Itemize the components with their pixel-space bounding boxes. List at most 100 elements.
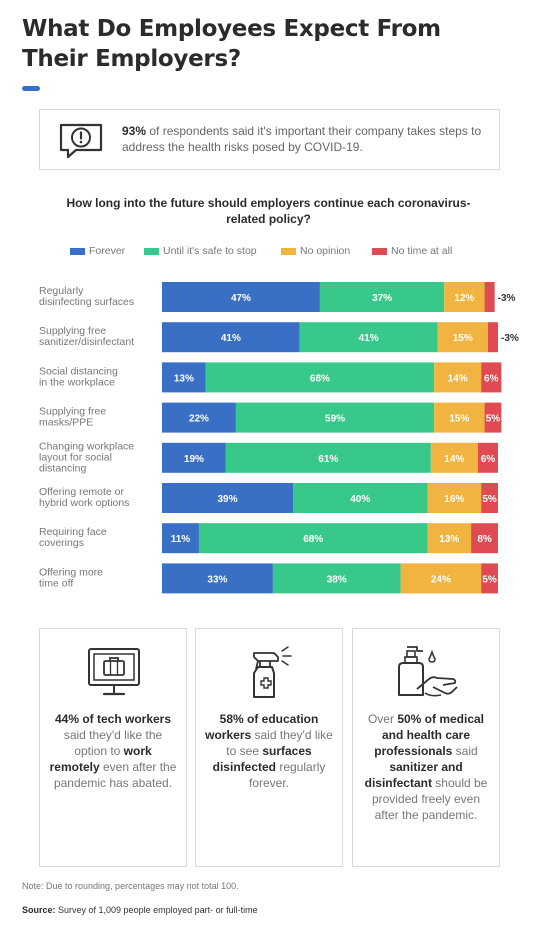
callout-body: of respondents said it's important their… <box>122 124 482 154</box>
bar-row: Supplying free masks/PPE 22% 59% 15% 5% <box>39 402 502 433</box>
bar-segment <box>205 362 435 393</box>
card-text-segment: even after the pandemic has abated. <box>53 760 177 790</box>
category-label: Offering more time off <box>39 566 103 589</box>
card-text-emphasis: 50% of medical and health care professio… <box>374 712 485 758</box>
bar-segment <box>481 563 498 594</box>
category-label-line: hybrid work options <box>39 497 129 509</box>
bar-row: Regularly disinfecting surfaces 47% 37% 12% -… <box>39 282 516 312</box>
category-label-line: Offering more <box>39 566 103 578</box>
chart-title: How long into the future should employer… <box>66 196 471 226</box>
data-label: 8% <box>477 534 492 545</box>
bar-segment <box>299 322 438 353</box>
legend-swatch-forever <box>70 247 85 255</box>
card-text-emphasis: 58% of education workers <box>205 712 319 742</box>
card-text-segment: said they'd like the option to <box>63 728 163 758</box>
bar-row: Offering remote or hybrid work options 39%… <box>39 483 498 513</box>
laptop-briefcase-icon <box>88 648 140 696</box>
bar-segment <box>162 282 320 312</box>
legend-label-no-time: No time at all <box>391 245 453 257</box>
data-label: 13% <box>439 534 459 545</box>
data-label: 5% <box>486 414 501 425</box>
data-label: 37% <box>372 293 392 304</box>
category-label-line: masks/PPE <box>39 417 93 429</box>
source-label: Source: <box>22 905 56 915</box>
spray-bottle-icon <box>253 646 292 698</box>
bar-segment <box>162 442 226 473</box>
source-line: Source: Survey of 1,009 people employed … <box>22 905 258 915</box>
legend-label-until-safe: Until it's safe to stop <box>163 245 257 257</box>
title-accent-bar <box>22 86 40 91</box>
legend-item-no-time: No time at all <box>372 245 452 257</box>
data-label: 6% <box>484 373 499 384</box>
chart-legend: Forever Until it's safe to stop No opini… <box>70 245 490 259</box>
category-label: Supplying free sanitizer/disinfectant <box>39 325 134 348</box>
bar-segment <box>162 523 199 554</box>
data-label: 5% <box>482 574 497 585</box>
bar-segment <box>235 402 435 433</box>
card-text: Over 50% of medical and health care prof… <box>361 711 491 823</box>
stat-card-tech-workers: 44% of tech workers said they'd like the… <box>39 628 187 867</box>
bar-segment <box>162 483 294 513</box>
data-label: 5% <box>482 494 497 505</box>
stacked-bar-chart: Regularly disinfecting surfaces 47% 37% 12% -… <box>39 282 519 594</box>
card-text-emphasis: 44% of tech workers <box>54 712 172 726</box>
rounding-note: Note: Due to rounding, percentages may n… <box>22 881 239 891</box>
bar-segment <box>162 563 273 594</box>
bar-segment <box>400 563 482 594</box>
data-label: -3% <box>498 293 516 304</box>
bar-segment <box>162 322 300 353</box>
card-text: 44% of tech workers said they'd like the… <box>48 711 178 791</box>
bar-segment <box>427 523 472 554</box>
data-label: 41% <box>221 333 241 344</box>
alert-speech-bubble-icon <box>59 123 103 159</box>
card-text: 58% of education workers said they'd lik… <box>204 711 334 791</box>
data-label: 11% <box>171 534 191 545</box>
legend-label-forever: Forever <box>89 245 126 257</box>
stat-card-health-care: Over 50% of medical and health care prof… <box>352 628 500 867</box>
category-label: Regularly disinfecting surfaces <box>39 285 134 308</box>
hand-sanitizer-icon <box>398 646 458 697</box>
bar-segment <box>225 442 431 473</box>
bar-segment <box>437 322 488 353</box>
data-label: 6% <box>481 454 496 465</box>
data-label: 40% <box>350 494 370 505</box>
data-label: 16% <box>444 494 464 505</box>
bar-row: Changing workplace layout for social dista… <box>39 440 498 474</box>
category-label: Offering remote or hybrid work options <box>39 486 129 509</box>
data-label: 61% <box>318 454 338 465</box>
data-label: 38% <box>327 574 347 585</box>
stat-callout: 93% of respondents said it's important t… <box>39 109 500 170</box>
category-label-line: Supplying free <box>39 325 106 337</box>
legend-swatch-no-time <box>372 247 387 255</box>
card-text-segment: regularly forever. <box>248 760 326 790</box>
category-label: Social distancing in the workplace <box>39 365 118 388</box>
legend-swatch-until-safe <box>144 247 159 255</box>
category-label-line: time off <box>39 577 73 589</box>
bar-segment <box>484 282 495 312</box>
bar-segment <box>481 483 498 513</box>
bar-segment <box>444 282 485 312</box>
data-label: 68% <box>303 534 323 545</box>
data-label: 14% <box>444 454 464 465</box>
legend-label-no-opinion: No opinion <box>300 245 351 257</box>
data-label: 14% <box>448 373 468 384</box>
bar-segment <box>477 442 498 473</box>
category-label-line: Changing workplace <box>39 440 134 452</box>
bar-segment <box>430 442 478 473</box>
bar-row: Supplying free sanitizer/disinfectant 41% 4… <box>39 322 519 353</box>
bar-row: Offering more time off 33% 38% 24% 5% <box>39 563 498 594</box>
category-label-line: Regularly <box>39 285 84 297</box>
bar-segment <box>162 362 206 393</box>
data-label: 59% <box>325 414 345 425</box>
category-label-line: in the workplace <box>39 376 115 388</box>
data-label: 13% <box>174 373 194 384</box>
category-label-line: Supplying free <box>39 406 106 418</box>
category-label-line: coverings <box>39 537 84 549</box>
data-label: -3% <box>501 333 519 344</box>
data-label: 19% <box>184 454 204 465</box>
data-label: 15% <box>449 414 469 425</box>
data-label: 39% <box>218 494 238 505</box>
data-label: 47% <box>231 293 251 304</box>
category-label-line: Social distancing <box>39 365 118 377</box>
legend-swatch-no-opinion <box>281 247 296 255</box>
